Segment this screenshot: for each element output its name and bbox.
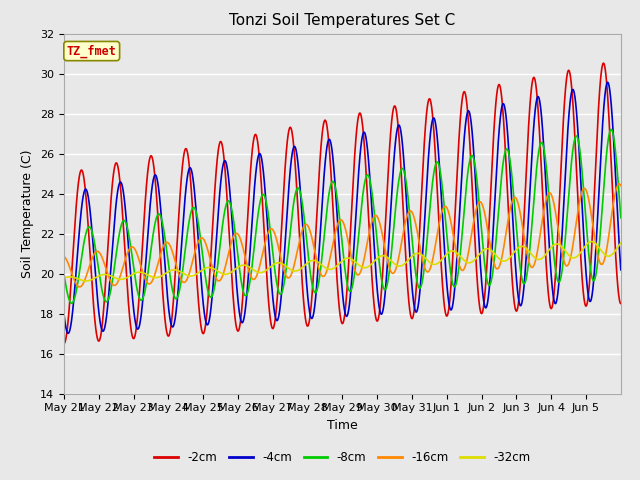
X-axis label: Time: Time (327, 419, 358, 432)
Title: Tonzi Soil Temperatures Set C: Tonzi Soil Temperatures Set C (229, 13, 456, 28)
Text: TZ_fmet: TZ_fmet (67, 44, 116, 58)
Legend: -2cm, -4cm, -8cm, -16cm, -32cm: -2cm, -4cm, -8cm, -16cm, -32cm (150, 446, 535, 469)
Y-axis label: Soil Temperature (C): Soil Temperature (C) (22, 149, 35, 278)
